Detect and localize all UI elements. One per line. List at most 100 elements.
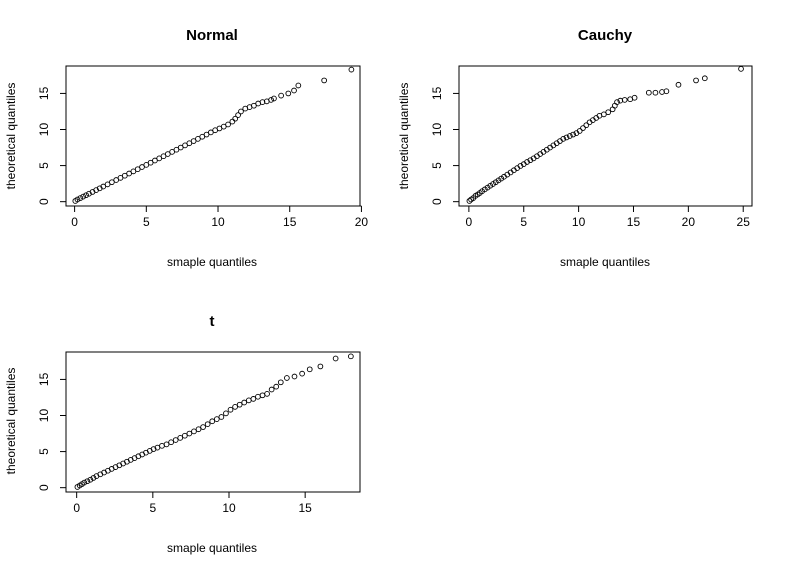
x-tick-label: 15 <box>627 215 641 229</box>
data-point <box>250 396 257 402</box>
panel-t: t 0 5 10 15 0 5 10 15 smaple quantiles theoreti… <box>4 313 361 555</box>
data-point <box>159 442 165 449</box>
data-point <box>80 193 87 200</box>
data-point <box>295 82 302 89</box>
x-axis-label: smaple quantiles <box>167 541 257 555</box>
data-point <box>169 149 175 155</box>
data-point <box>74 196 81 203</box>
data-point <box>156 155 163 162</box>
x-tick-label: 10 <box>211 215 225 229</box>
data-point <box>177 144 184 151</box>
data-point <box>259 392 266 399</box>
data-point <box>255 393 261 400</box>
data-point <box>225 121 231 128</box>
data-point <box>104 181 111 188</box>
data-point <box>348 66 355 73</box>
data-point <box>693 77 699 84</box>
y-tick-label: 5 <box>37 448 51 455</box>
data-point <box>278 92 284 99</box>
data-point <box>235 112 241 118</box>
data-point <box>134 166 141 173</box>
y-tick-label: 15 <box>37 86 51 100</box>
data-point <box>117 175 124 181</box>
data-point <box>284 375 290 381</box>
x-tick-label: 0 <box>466 215 473 229</box>
data-point <box>83 192 89 199</box>
data-point <box>570 131 576 138</box>
data-point <box>207 129 214 136</box>
data-point <box>204 421 211 428</box>
y-axis-label: theoretical quantiles <box>4 368 18 475</box>
y-tick-label: 10 <box>430 123 444 137</box>
data-point <box>652 89 659 96</box>
data-point <box>81 479 88 486</box>
data-point <box>229 118 236 125</box>
y-tick-label: 10 <box>37 123 51 137</box>
data-point <box>77 195 84 201</box>
data-point <box>152 157 158 164</box>
data-point <box>200 424 206 430</box>
x-tick-label: 0 <box>71 215 78 229</box>
data-point <box>203 131 210 138</box>
y-tick-label: 0 <box>37 198 51 205</box>
x-tick-label: 25 <box>737 215 751 229</box>
data-point <box>583 122 590 129</box>
data-point <box>172 437 179 443</box>
data-point <box>182 142 188 149</box>
data-point <box>87 476 94 483</box>
x-tick-label: 5 <box>143 215 150 229</box>
data-point <box>245 397 252 404</box>
data-point <box>173 146 180 153</box>
data-point <box>90 475 97 481</box>
data-point <box>563 134 570 141</box>
data-point <box>675 81 682 88</box>
x-axis-label: smaple quantiles <box>167 255 257 269</box>
data-point <box>220 123 227 130</box>
data-point <box>177 435 184 441</box>
y-tick-label: 5 <box>37 162 51 169</box>
data-point <box>277 379 284 386</box>
data-point <box>321 77 327 84</box>
x-tick-label: 10 <box>222 501 236 515</box>
data-point <box>181 432 188 439</box>
data-point <box>273 383 280 390</box>
y-tick-label: 15 <box>37 372 51 386</box>
data-point <box>241 399 248 406</box>
data-point <box>605 109 612 116</box>
data-point <box>100 183 107 190</box>
data-point <box>268 386 275 393</box>
y-tick-label: 10 <box>37 409 51 423</box>
x-tick-label: 0 <box>73 501 80 515</box>
data-point <box>614 99 620 105</box>
data-point <box>218 414 225 420</box>
data-point <box>186 430 193 437</box>
data-point <box>160 153 167 160</box>
data-point <box>121 172 128 179</box>
data-point <box>631 94 638 101</box>
x-tick-label: 20 <box>682 215 696 229</box>
y-tick-label: 5 <box>430 162 444 169</box>
data-point <box>126 170 132 177</box>
data-point <box>517 163 524 169</box>
data-point <box>164 151 171 157</box>
plot-frame <box>458 65 753 207</box>
data-point <box>271 95 277 102</box>
data-point <box>291 87 297 94</box>
data-point <box>143 162 150 168</box>
data-point <box>186 140 193 147</box>
x-axis-label: smaple quantiles <box>560 255 650 269</box>
data-point <box>191 428 197 435</box>
plot-area: 0 5 10 15 20 0 5 10 15 <box>37 66 368 229</box>
data-point <box>195 136 201 142</box>
panel-title: t <box>210 313 215 330</box>
data-point <box>738 66 744 72</box>
data-point <box>291 373 298 380</box>
data-point <box>168 439 174 446</box>
data-point <box>560 136 567 142</box>
x-tick-label: 15 <box>283 215 297 229</box>
data-point <box>195 426 202 433</box>
x-tick-label: 5 <box>149 501 156 515</box>
y-tick-label: 0 <box>37 484 51 491</box>
data-point <box>285 90 292 97</box>
